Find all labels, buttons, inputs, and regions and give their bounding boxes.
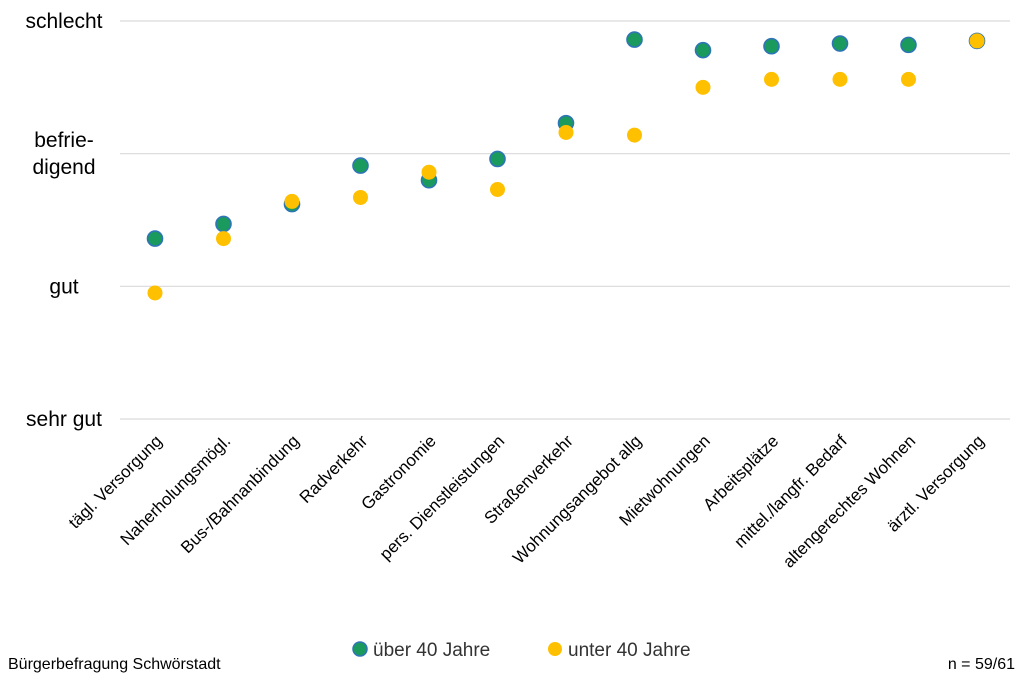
data-point-over-40 bbox=[831, 35, 849, 52]
x-tick-label: Wohnungsangebot allg bbox=[509, 431, 645, 567]
footer-sample-size: n = 59/61 bbox=[947, 656, 1015, 673]
y-tick-labels: sehr gut gut befrie-digend schlecht bbox=[25, 10, 102, 431]
data-point-under-40 bbox=[284, 193, 300, 209]
grid-lines bbox=[120, 20, 1010, 420]
x-tick-label: mittel./langfr. Bedarf bbox=[730, 431, 851, 552]
data-point-over-40 bbox=[146, 230, 164, 247]
data-point-under-40 bbox=[216, 231, 231, 247]
data-point-over-40 bbox=[694, 41, 712, 59]
footer-source: Bürgerbefragung Schwörstadt bbox=[8, 656, 221, 673]
data-point-under-40 bbox=[832, 71, 848, 87]
data-point-over-40 bbox=[352, 157, 369, 174]
data-point-under-40 bbox=[147, 285, 163, 301]
data-point-over-40 bbox=[215, 215, 232, 233]
y-tick-label: sehr gut bbox=[26, 408, 102, 431]
x-tick-labels: tägl. VersorgungNaherholungsmögl.Bus-/Ba… bbox=[65, 431, 988, 571]
data-point-over-40 bbox=[626, 31, 643, 48]
data-point-under-40 bbox=[695, 79, 711, 95]
data-points bbox=[146, 31, 986, 301]
data-point-over-40 bbox=[489, 150, 506, 168]
legend-label: über 40 Jahre bbox=[373, 640, 490, 661]
data-point-under-40 bbox=[421, 164, 437, 180]
x-tick-label: altengerechtes Wohnen bbox=[779, 431, 919, 571]
legend-label: unter 40 Jahre bbox=[568, 640, 691, 661]
data-point-under-40 bbox=[353, 189, 368, 205]
data-point-over-40 bbox=[900, 36, 917, 54]
legend: über 40 Jahre unter 40 Jahre bbox=[352, 640, 691, 661]
data-point-over-40 bbox=[763, 37, 780, 55]
y-tick-label: schlecht bbox=[25, 10, 102, 33]
y-tick-label: gut bbox=[49, 275, 78, 298]
x-tick-label: Bus-/Bahnanbindung bbox=[177, 431, 303, 557]
data-point-under-40 bbox=[558, 124, 574, 140]
y-tick-label: befrie-digend bbox=[32, 129, 95, 179]
data-point-under-40 bbox=[627, 127, 642, 143]
data-point-under-40 bbox=[490, 181, 505, 197]
legend-marker bbox=[548, 642, 562, 656]
x-tick-label: Radverkehr bbox=[296, 431, 372, 507]
data-point-under-40 bbox=[764, 71, 779, 87]
x-tick-label: pers. Dienstleistungen bbox=[376, 431, 508, 563]
data-point-under-40 bbox=[969, 33, 985, 49]
data-point-under-40 bbox=[901, 71, 916, 87]
legend-marker bbox=[352, 641, 368, 657]
